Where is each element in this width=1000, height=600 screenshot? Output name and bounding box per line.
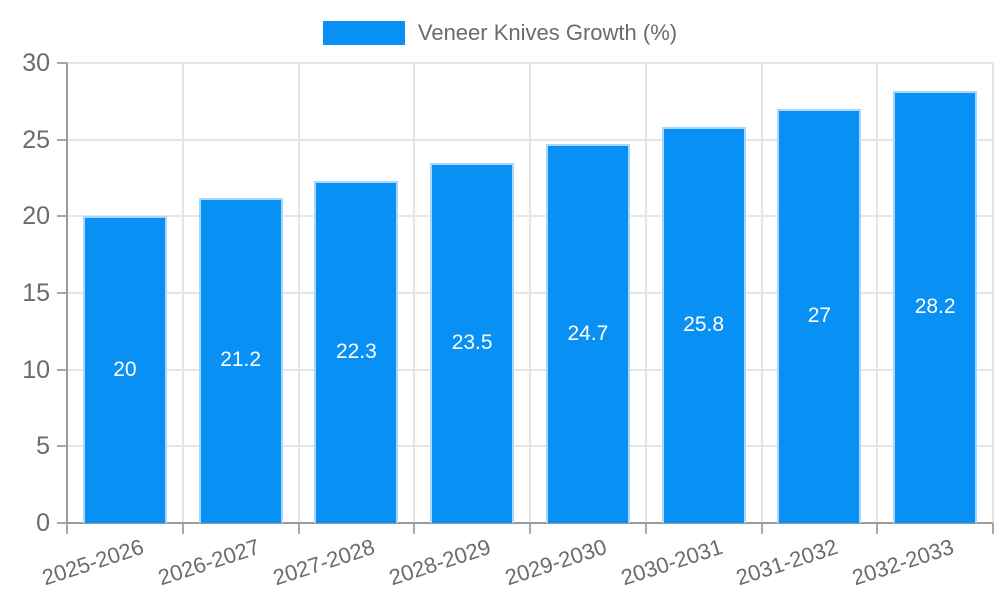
x-axis-tick [992,523,994,534]
gridline-vertical [644,63,647,523]
gridline-vertical [181,63,184,523]
y-axis-tick [57,445,67,448]
y-axis-line [66,63,68,523]
gridline-vertical [529,63,531,523]
bar [661,127,746,523]
bar [893,90,978,523]
bar [82,216,167,523]
bar [777,109,862,523]
x-axis-tick [66,523,68,534]
x-axis-tick [413,523,416,534]
y-tick-label: 30 [22,49,50,77]
bar-value-label: 25.8 [683,313,725,337]
y-axis-tick [57,522,67,524]
bar-value-label: 22.3 [335,340,377,364]
legend-swatch [322,21,405,45]
bar-value-label: 23.5 [451,330,493,354]
y-tick-label: 0 [36,509,50,537]
gridline-vertical [876,63,879,523]
x-axis-tick [760,523,763,534]
bar-value-label: 28.2 [914,294,956,318]
y-tick-label: 10 [22,355,50,384]
x-axis-tick [529,523,531,534]
y-axis-tick [57,138,67,141]
y-tick-label: 20 [22,202,50,231]
bar-value-label: 21.2 [220,348,262,372]
legend-label: Veneer Knives Growth (%) [417,20,678,45]
bar [198,197,283,523]
y-axis-tick [57,292,67,294]
y-tick-label: 5 [36,432,50,461]
y-tick-label: 15 [22,279,50,307]
bar-value-label: 24.7 [567,321,609,345]
x-axis-line [67,522,993,524]
x-axis-tick [297,523,300,534]
chart-legend: Veneer Knives Growth (%) [0,20,1000,46]
x-axis-tick [181,523,184,534]
y-axis-tick [57,368,67,371]
y-axis-tick [57,215,67,218]
gridline-vertical [760,63,763,523]
x-axis-tick [876,523,879,534]
gridline-vertical [413,63,416,523]
bar-value-label: 27 [807,304,832,327]
gridline-vertical [992,63,994,523]
bar [545,144,630,523]
bar [314,181,399,523]
x-axis-tick [644,523,647,534]
bar [430,162,515,523]
y-tick-label: 25 [22,125,50,154]
bar-value-label: 20 [113,357,137,381]
y-axis-tick [57,62,67,64]
gridline-vertical [297,63,300,523]
